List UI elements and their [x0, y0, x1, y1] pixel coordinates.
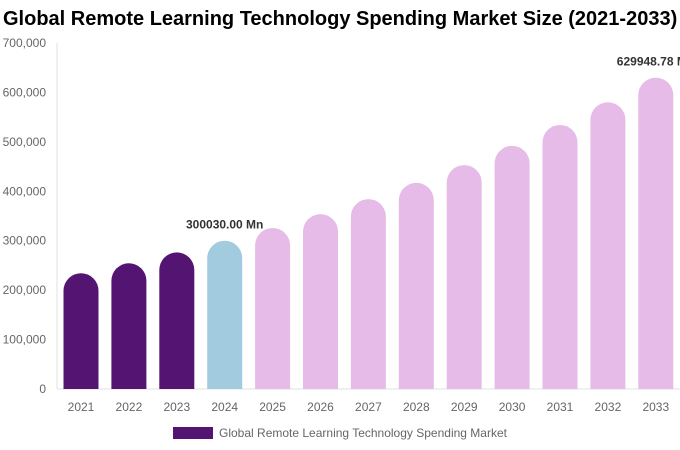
x-tick-label: 2026 [307, 400, 334, 414]
bar-2033 [638, 77, 674, 389]
y-tick-label: 0 [39, 382, 46, 396]
x-tick-label: 2021 [68, 400, 95, 414]
y-tick-label: 200,000 [3, 283, 47, 297]
bar-2031 [542, 124, 578, 389]
bar-2027 [350, 199, 386, 389]
data-label-2033: 629948.78 Mn [617, 55, 680, 69]
data-label-2024: 300030.00 Mn [186, 218, 263, 232]
bar-2028 [398, 182, 434, 389]
bar-2030 [494, 145, 530, 389]
bar-2025 [255, 227, 291, 389]
x-tick-label: 2024 [211, 400, 238, 414]
x-tick-label: 2031 [547, 400, 574, 414]
bar-2023 [159, 252, 195, 389]
x-tick-label: 2029 [451, 400, 478, 414]
y-tick-label: 300,000 [3, 234, 47, 248]
y-tick-label: 500,000 [3, 135, 47, 149]
x-tick-label: 2032 [595, 400, 622, 414]
legend-swatch [173, 427, 213, 439]
legend: Global Remote Learning Technology Spendi… [173, 426, 507, 440]
bar-2026 [303, 214, 338, 389]
bar-2032 [590, 102, 626, 389]
y-tick-label: 100,000 [3, 333, 47, 347]
bar-2021 [63, 273, 99, 389]
y-tick-label: 400,000 [3, 184, 47, 198]
bar-2029 [446, 165, 482, 389]
bar-2024 [207, 240, 243, 389]
chart-title: Global Remote Learning Technology Spendi… [3, 8, 678, 30]
legend-label: Global Remote Learning Technology Spendi… [219, 426, 507, 440]
x-tick-label: 2028 [403, 400, 430, 414]
x-tick-label: 2033 [642, 400, 669, 414]
x-tick-label: 2025 [259, 400, 286, 414]
y-tick-label: 700,000 [3, 36, 47, 50]
y-tick-label: 600,000 [3, 85, 47, 99]
x-tick-label: 2022 [116, 400, 143, 414]
bar-2022 [111, 263, 147, 389]
x-tick-label: 2027 [355, 400, 382, 414]
x-tick-label: 2030 [499, 400, 526, 414]
x-tick-label: 2023 [163, 400, 190, 414]
